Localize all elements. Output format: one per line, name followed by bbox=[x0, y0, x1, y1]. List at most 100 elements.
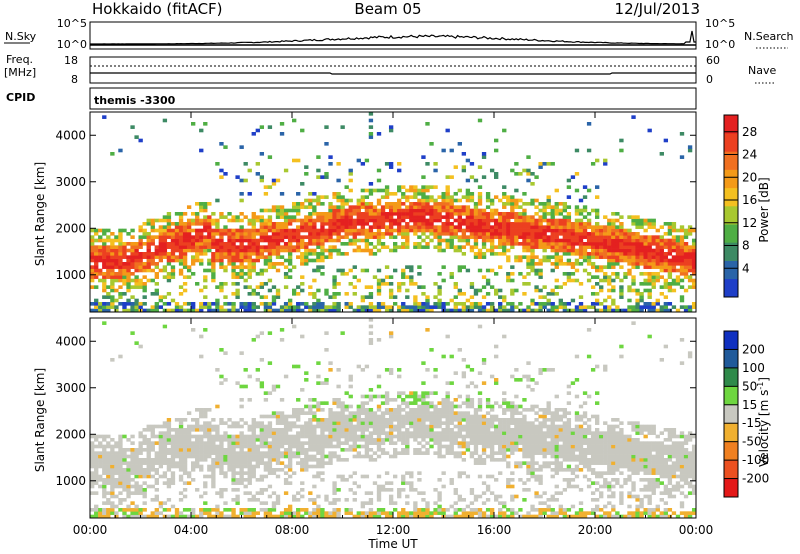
power-cell bbox=[502, 228, 507, 233]
power-cell bbox=[239, 145, 244, 149]
velocity-cell bbox=[437, 478, 442, 482]
velocity-cell bbox=[328, 461, 333, 465]
power-cell bbox=[485, 228, 491, 233]
power-cell bbox=[437, 212, 442, 216]
power-cell bbox=[397, 232, 402, 236]
velocity-cell bbox=[247, 491, 252, 495]
velocity-cell bbox=[150, 498, 155, 502]
power-cell bbox=[251, 222, 256, 226]
power-cell bbox=[247, 245, 252, 249]
power-cell bbox=[639, 262, 644, 266]
velocity-cell bbox=[364, 428, 370, 432]
power-cell bbox=[619, 225, 624, 229]
velocity-cell bbox=[441, 421, 446, 425]
power-cell bbox=[651, 248, 656, 253]
power-cell bbox=[623, 275, 628, 279]
power-cell bbox=[384, 195, 390, 199]
velocity-cell bbox=[275, 454, 281, 459]
power-cell bbox=[134, 135, 139, 139]
velocity-cell bbox=[388, 501, 394, 505]
power-cell bbox=[122, 282, 127, 286]
velocity-cell bbox=[122, 468, 127, 472]
power-cell bbox=[384, 265, 390, 269]
velocity-cell bbox=[449, 481, 454, 485]
power-cell bbox=[639, 298, 644, 303]
power-cell bbox=[158, 305, 164, 309]
velocity-cell bbox=[271, 471, 277, 475]
power-cell bbox=[445, 228, 450, 233]
velocity-cell bbox=[275, 414, 281, 419]
power-cell bbox=[542, 242, 547, 246]
velocity-cell bbox=[199, 441, 204, 445]
power-cell bbox=[316, 252, 321, 256]
velocity-cell bbox=[401, 391, 406, 395]
power-cell bbox=[114, 262, 119, 266]
velocity-cell bbox=[259, 441, 265, 445]
velocity-cell bbox=[376, 448, 382, 452]
power-cell bbox=[558, 225, 563, 229]
power-cell bbox=[271, 248, 277, 253]
power-cell bbox=[502, 295, 507, 299]
power-cell bbox=[643, 288, 648, 293]
velocity-panel: 00:00 04:00 08:00 12:00 16:00 20:00 00:0010002… bbox=[33, 317, 771, 551]
velocity-cell bbox=[372, 411, 378, 415]
power-cell bbox=[162, 245, 168, 249]
power-cell bbox=[239, 235, 244, 239]
power-cell bbox=[607, 248, 612, 253]
power-cell bbox=[364, 305, 370, 309]
velocity-cell bbox=[372, 394, 378, 399]
velocity-cell bbox=[308, 514, 313, 519]
power-cell bbox=[388, 218, 394, 223]
velocity-cell bbox=[397, 494, 402, 499]
velocity-cell bbox=[344, 498, 349, 502]
power-cell bbox=[324, 248, 329, 253]
power-cell bbox=[239, 262, 244, 266]
power-cell bbox=[98, 258, 103, 263]
velocity-cell bbox=[380, 411, 386, 415]
velocity-cell bbox=[231, 478, 236, 482]
power-cell bbox=[316, 245, 321, 249]
power-cell bbox=[235, 238, 240, 243]
power-cell bbox=[231, 262, 236, 266]
power-cell bbox=[437, 272, 442, 276]
power-cell bbox=[631, 248, 636, 253]
power-cell bbox=[514, 222, 519, 226]
velocity-cell bbox=[235, 471, 240, 475]
power-cell bbox=[409, 275, 414, 279]
power-cell bbox=[170, 268, 176, 273]
velocity-cell bbox=[465, 404, 471, 409]
power-cell bbox=[542, 205, 547, 209]
velocity-cell bbox=[429, 424, 434, 429]
velocity-cell bbox=[328, 434, 333, 439]
power-cell bbox=[344, 218, 349, 223]
power-cell bbox=[691, 245, 697, 249]
power-cell bbox=[90, 238, 95, 243]
power-cell bbox=[360, 195, 366, 199]
power-cell bbox=[215, 285, 220, 289]
velocity-cell bbox=[239, 444, 244, 449]
velocity-cell bbox=[356, 444, 361, 449]
power-cell bbox=[207, 222, 212, 226]
velocity-cell bbox=[409, 408, 414, 412]
power-cell bbox=[518, 258, 523, 263]
power-cell bbox=[368, 205, 374, 209]
velocity-cell bbox=[324, 454, 329, 459]
power-cell bbox=[114, 272, 119, 276]
velocity-cell bbox=[162, 451, 168, 455]
power-cell bbox=[647, 278, 652, 283]
power-cell bbox=[199, 242, 204, 246]
velocity-cell bbox=[134, 488, 139, 492]
power-cell bbox=[473, 235, 479, 239]
power-cell bbox=[162, 252, 168, 256]
power-cell bbox=[409, 188, 414, 193]
velocity-cell bbox=[219, 434, 224, 439]
power-cell bbox=[340, 195, 345, 199]
velocity-cell bbox=[469, 451, 475, 455]
velocity-cell bbox=[300, 434, 305, 439]
power-cell bbox=[122, 305, 127, 309]
power-cell bbox=[639, 258, 644, 263]
power-cell bbox=[421, 175, 426, 179]
power-cell bbox=[227, 258, 232, 263]
power-cell bbox=[603, 242, 608, 246]
power-cell bbox=[300, 222, 305, 226]
